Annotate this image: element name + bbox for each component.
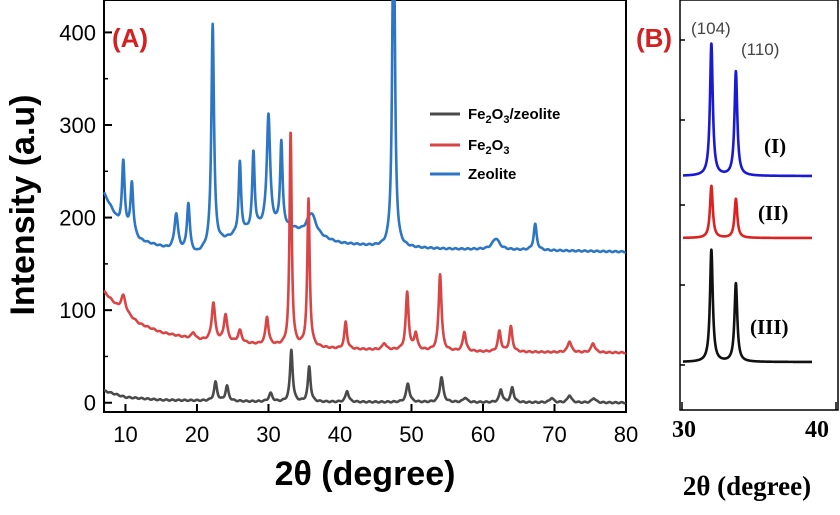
panel-a-plot-frame bbox=[103, 0, 627, 413]
panel-b-x-ticks: 30 40 bbox=[672, 402, 837, 443]
legend-label-fe2o3-zeolite: Fe2O3/zeolite bbox=[468, 106, 560, 126]
x-tick-label: 70 bbox=[542, 422, 566, 447]
y-tick-label: 400 bbox=[59, 20, 96, 45]
x-tick-label: 50 bbox=[399, 422, 423, 447]
y-tick-label: 200 bbox=[59, 206, 96, 231]
series-line-fe2o3-zeolite bbox=[102, 348, 627, 405]
y-tick-label: 100 bbox=[59, 298, 96, 323]
y-tick-label: 0 bbox=[84, 391, 96, 416]
panel-b-x-tick-label: 40 bbox=[805, 417, 829, 443]
panel-b-x-axis-title: 2θ (degree) bbox=[683, 471, 811, 501]
panel-a-label: (A) bbox=[112, 23, 148, 53]
panel-a-legend: Fe2O3/zeolite Fe2O3 Zeolite bbox=[430, 106, 560, 183]
x-tick-label: 30 bbox=[256, 422, 280, 447]
x-tick-label: 20 bbox=[185, 422, 209, 447]
panel-a-y-ticks: 0 100 200 300 400 bbox=[59, 20, 112, 416]
legend-label-zeolite: Zeolite bbox=[468, 166, 516, 183]
panel-b: 30 40 (B) (104) (110) (I) (II) (III) 2θ (… bbox=[636, 0, 839, 501]
y-tick-label: 300 bbox=[59, 113, 96, 138]
panel-a: 10 20 30 40 50 60 70 80 0 100 200 300 400 (A) 2θ (d… bbox=[4, 0, 638, 493]
annotation-110: (110) bbox=[741, 40, 779, 59]
series-label-ii: (II) bbox=[758, 201, 788, 225]
series-label-i: (I) bbox=[764, 134, 786, 158]
series-line--ii- bbox=[681, 184, 814, 240]
panel-a-series-group bbox=[102, 0, 627, 405]
panel-b-x-tick-label: 30 bbox=[672, 417, 696, 443]
series-line--i- bbox=[681, 42, 814, 178]
panel-a-y-axis-title: Intensity (a.u) bbox=[4, 94, 42, 315]
x-tick-label: 40 bbox=[328, 422, 352, 447]
panel-a-x-ticks: 10 20 30 40 50 60 70 80 bbox=[113, 404, 638, 447]
series-line-zeolite bbox=[102, 0, 627, 254]
panel-b-label: (B) bbox=[636, 23, 672, 53]
legend-label-fe2o3: Fe2O3 bbox=[468, 137, 509, 157]
panel-b-left-ticks bbox=[680, 39, 685, 366]
series-label-iii: (III) bbox=[750, 315, 789, 339]
panel-a-x-axis-title: 2θ (degree) bbox=[275, 455, 456, 493]
series-line--iii- bbox=[681, 248, 814, 364]
panel-b-series-group bbox=[681, 42, 814, 364]
x-tick-label: 80 bbox=[614, 422, 638, 447]
x-tick-label: 60 bbox=[471, 422, 495, 447]
x-tick-label: 10 bbox=[113, 422, 137, 447]
series-line-fe2o3 bbox=[102, 131, 627, 355]
annotation-104: (104) bbox=[691, 19, 731, 38]
